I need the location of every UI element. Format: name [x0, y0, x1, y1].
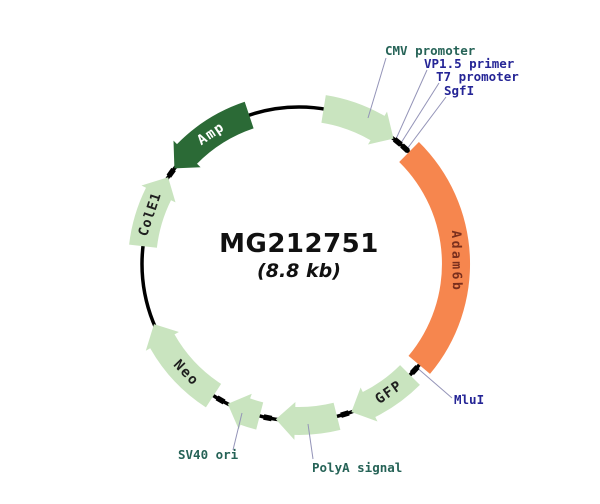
- feature-polya-signal-arrow: [275, 402, 341, 440]
- plasmid-size-label: (8.8 kb): [257, 260, 341, 282]
- callout-sgfi: SgfI: [444, 83, 474, 98]
- leader-line-mlui: [414, 365, 453, 399]
- leader-line-sgfi: [406, 96, 447, 150]
- feature-adam6b: [399, 142, 471, 374]
- plasmid-title: MG212751: [219, 229, 379, 259]
- site-tick-1: [400, 143, 410, 154]
- callout-t7-promoter: T7 promoter: [436, 69, 519, 84]
- site-tick-0: [392, 137, 403, 147]
- callout-cmv-promoter: CMV promoter: [385, 43, 476, 58]
- feature-gfp: [351, 365, 420, 422]
- leader-line-vp1-5-primer: [395, 69, 428, 140]
- site-tick-3: [340, 410, 350, 418]
- callout-polya-signal: PolyA signal: [312, 460, 402, 475]
- feature-sv40-ori-arrow: [227, 393, 264, 430]
- leader-line-t7-promoter: [400, 82, 440, 144]
- callout-vp1-5-primer: VP1.5 primer: [424, 56, 515, 71]
- feature-cmv-promoter-arrow: [321, 95, 394, 145]
- callout-sv40-ori: SV40 ori: [178, 447, 239, 462]
- leader-line-polya-signal: [307, 423, 314, 460]
- feature-cole1: [129, 177, 176, 248]
- leader-line-sv40-ori: [232, 412, 243, 451]
- callout-mlui: MluI: [454, 392, 484, 407]
- leader-line-cmv-promoter: [367, 57, 387, 119]
- site-tick-4: [263, 414, 273, 422]
- site-tick-2: [409, 365, 420, 375]
- feature-neo: [145, 324, 222, 408]
- site-tick-6: [166, 167, 176, 178]
- feature-amp: [173, 101, 254, 169]
- feature-label-adam6b: Adam6b: [448, 230, 464, 292]
- site-tick-5: [215, 395, 226, 405]
